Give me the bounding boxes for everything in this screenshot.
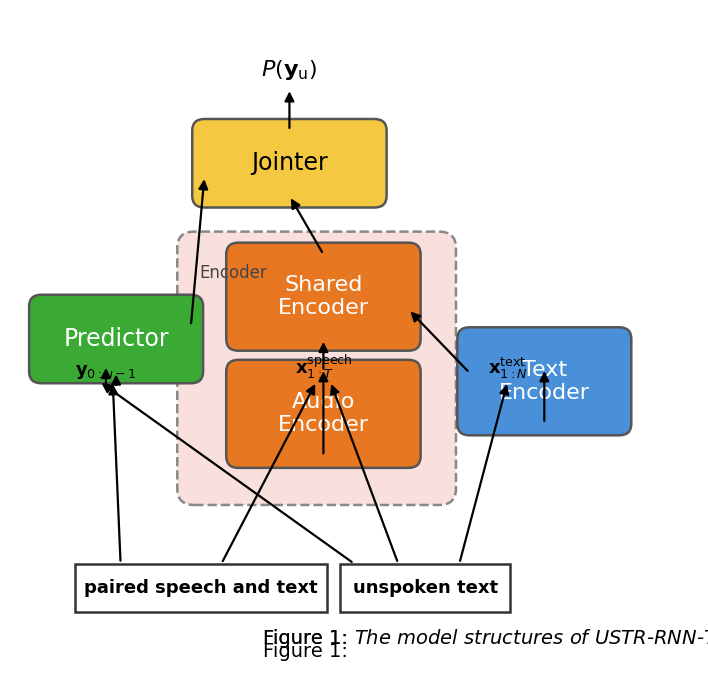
FancyBboxPatch shape [341, 563, 510, 612]
Text: $P(\mathbf{y}_\mathrm{u})$: $P(\mathbf{y}_\mathrm{u})$ [261, 58, 317, 82]
FancyBboxPatch shape [75, 563, 327, 612]
Text: unspoken text: unspoken text [353, 579, 498, 597]
Text: paired speech and text: paired speech and text [84, 579, 318, 597]
FancyBboxPatch shape [227, 360, 421, 468]
FancyBboxPatch shape [227, 243, 421, 351]
Text: Jointer: Jointer [251, 151, 328, 175]
Text: $\it{The\ model\ structures\ of\ USTR}$-$\it{RNN}$-$\it{T.}$: $\it{The\ model\ structures\ of\ USTR}$-… [354, 629, 708, 648]
FancyBboxPatch shape [457, 327, 632, 435]
FancyBboxPatch shape [177, 232, 456, 505]
Text: Audio
Encoder: Audio Encoder [278, 393, 369, 435]
Text: $\mathbf{x}_{1:N}^{\mathrm{text}}$: $\mathbf{x}_{1:N}^{\mathrm{text}}$ [488, 356, 527, 381]
Text: Figure 1:: Figure 1: [263, 642, 354, 661]
Text: Figure 1:: Figure 1: [263, 629, 354, 648]
Text: $\mathbf{y}_{0:u-1}$: $\mathbf{y}_{0:u-1}$ [75, 363, 137, 381]
Text: $\mathbf{x}_{1:T}^{\mathrm{speech}}$: $\mathbf{x}_{1:T}^{\mathrm{speech}}$ [295, 353, 353, 381]
Text: Encoder: Encoder [199, 264, 267, 282]
FancyBboxPatch shape [193, 119, 387, 207]
Text: Shared
Encoder: Shared Encoder [278, 275, 369, 318]
FancyBboxPatch shape [29, 295, 203, 383]
Text: Figure 1:: Figure 1: [263, 629, 354, 648]
Text: Text
Encoder: Text Encoder [499, 360, 590, 403]
Text: Predictor: Predictor [63, 327, 169, 351]
